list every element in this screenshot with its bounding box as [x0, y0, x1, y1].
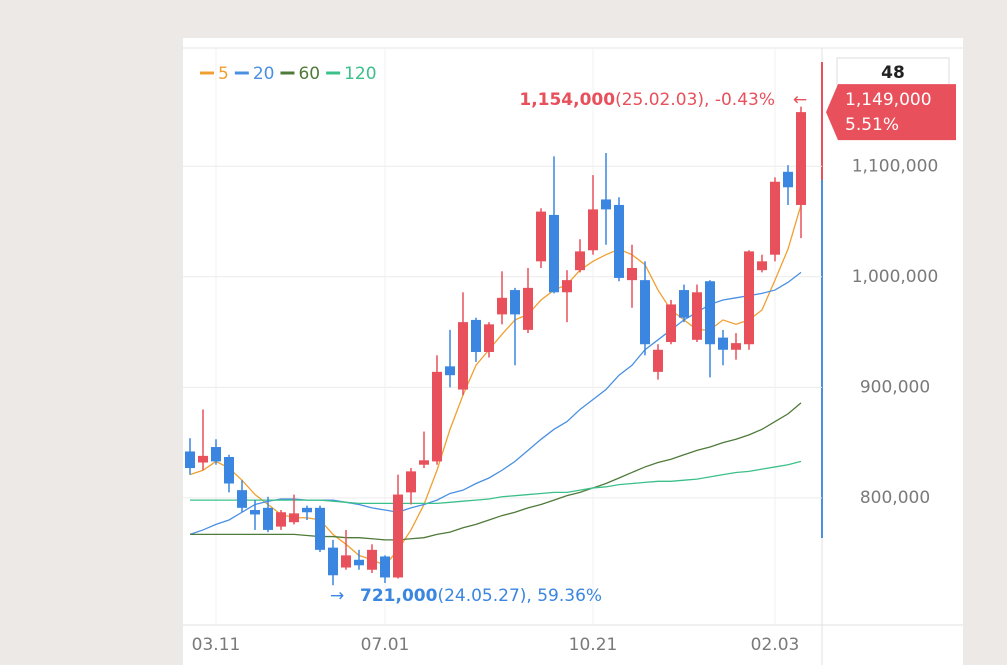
candle-body [328, 547, 338, 576]
candle-body [640, 280, 650, 345]
candle-body [523, 287, 533, 330]
candle-body [354, 559, 364, 566]
badge-change: 5.51% [845, 115, 899, 135]
low-price: 721,000 [360, 586, 438, 606]
legend-label: 5 [218, 64, 229, 84]
candle-body [718, 337, 728, 350]
candle-body [562, 280, 572, 293]
candle-body [549, 214, 559, 293]
candle-body [237, 490, 247, 508]
candle-body [731, 343, 741, 350]
candle-body [302, 507, 312, 513]
price-badge [826, 84, 956, 141]
candle-body [185, 451, 195, 469]
candle-body [601, 199, 611, 210]
candle-body [432, 371, 442, 462]
y-tick-label: 1,100,000 [852, 156, 939, 176]
candle-body [458, 322, 468, 390]
candle-body [588, 209, 598, 251]
x-tick-label: 03.11 [192, 635, 241, 655]
high-detail: (25.02.03), -0.43% [615, 90, 775, 110]
candle-body [198, 455, 208, 463]
candle-body [510, 290, 520, 315]
candle-body [250, 510, 260, 515]
moving-average-line [190, 402, 802, 541]
high-price: 1,154,000 [519, 90, 615, 110]
high-arrow: ← [793, 90, 807, 110]
candle-body [393, 494, 403, 578]
candle-body [575, 251, 585, 271]
y-tick-label: 900,000 [860, 377, 930, 397]
low-arrow: → [330, 586, 344, 606]
x-tick-label: 02.03 [751, 635, 800, 655]
candle-body [471, 319, 481, 352]
candle-body [666, 304, 676, 343]
y-tick-label: 800,000 [860, 488, 930, 508]
candle-body [341, 555, 351, 568]
candle-body [627, 267, 637, 281]
candle-body [770, 181, 780, 255]
badge-price: 1,149,000 [845, 90, 932, 110]
candle-body [653, 349, 663, 372]
candle-body [263, 507, 273, 530]
candle-body [445, 366, 455, 376]
candle-body [367, 549, 377, 570]
candle-body [380, 556, 390, 578]
legend-label: 60 [298, 64, 320, 84]
candle-body [289, 513, 299, 523]
x-tick-label: 10.21 [569, 635, 618, 655]
candle-body [783, 171, 793, 188]
candle-body [705, 281, 715, 345]
candle-body [679, 290, 689, 318]
candle-body [276, 512, 286, 527]
candle-body [224, 456, 234, 484]
period-count: 48 [881, 63, 905, 83]
y-tick-label: 1,000,000 [852, 267, 939, 287]
legend-label: 20 [253, 64, 275, 84]
legend-label: 120 [344, 64, 376, 84]
x-tick-label: 07.01 [361, 635, 410, 655]
candle-body [692, 292, 702, 340]
low-detail: (24.05.27), 59.36% [437, 586, 602, 606]
candle-body [406, 471, 416, 493]
candle-body [484, 324, 494, 352]
candle-body [536, 211, 546, 262]
candle-body [211, 447, 221, 462]
candle-body [757, 261, 767, 271]
candle-body [796, 112, 806, 205]
candle-body [497, 297, 507, 315]
candle-body [315, 507, 325, 550]
candle-body [419, 460, 429, 465]
candle-body [614, 204, 624, 278]
chart-panel [183, 38, 963, 665]
moving-average-line [190, 460, 802, 505]
candle-body [744, 251, 754, 345]
